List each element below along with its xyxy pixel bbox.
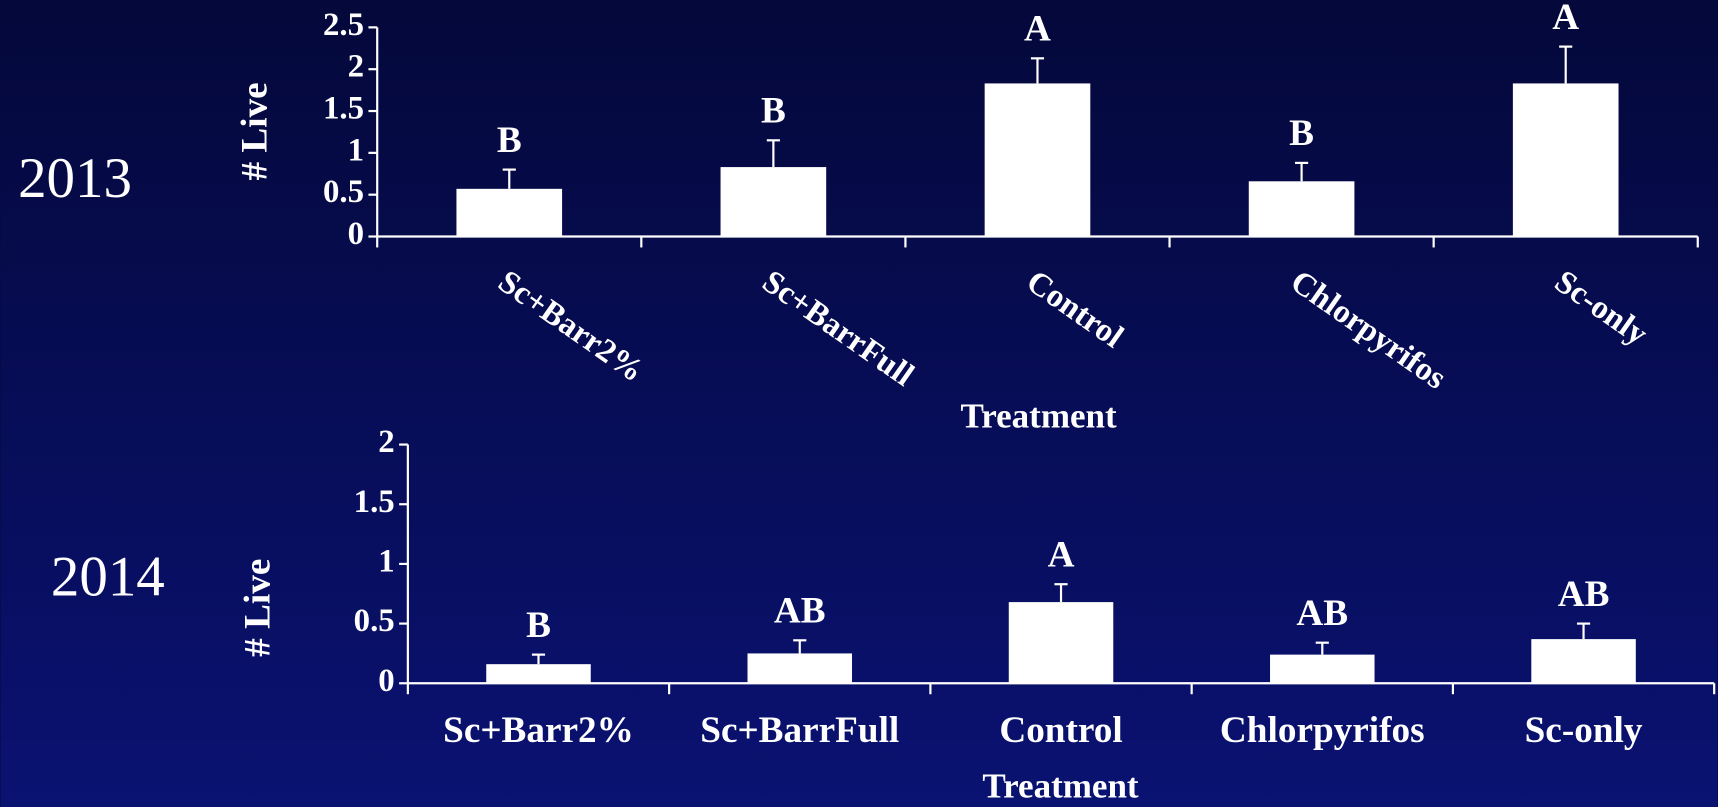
bar	[720, 167, 827, 237]
significance-letter: AB	[774, 591, 826, 632]
year-label: 2013	[18, 147, 132, 210]
y-tick-label: 1	[348, 132, 364, 168]
significance-letter: B	[526, 605, 551, 646]
x-tick-label: Chlorpyrifos	[1220, 710, 1425, 751]
significance-letter: B	[497, 120, 522, 161]
y-tick-label: 0	[348, 216, 364, 252]
significance-letter: AB	[1558, 574, 1610, 615]
x-tick-label: Sc+Barr2%	[443, 710, 634, 751]
y-tick-label: 1	[378, 543, 394, 579]
bar	[1248, 181, 1355, 237]
y-tick-label: 2	[378, 424, 394, 460]
x-axis-label: Treatment	[982, 767, 1139, 806]
x-tick-label: Control	[999, 710, 1122, 751]
bar	[1512, 83, 1619, 237]
significance-letter: A	[1552, 0, 1579, 38]
significance-letter: A	[1024, 9, 1051, 50]
significance-letter: B	[761, 91, 786, 132]
bar	[747, 653, 853, 684]
year-label: 2014	[51, 546, 165, 609]
bar	[1008, 602, 1114, 684]
y-tick-label: 2	[348, 49, 364, 85]
significance-letter: A	[1048, 534, 1075, 575]
y-tick-label: 0	[378, 663, 394, 699]
y-axis-label: # Live	[238, 559, 279, 657]
x-tick-label: Sc+BarrFull	[700, 710, 899, 751]
bar	[984, 83, 1091, 237]
bar	[1531, 639, 1636, 684]
y-tick-label: 1.5	[323, 91, 364, 127]
x-tick-label: Sc-only	[1525, 710, 1643, 751]
bar	[456, 188, 563, 237]
bar	[486, 664, 591, 684]
bar	[1270, 654, 1375, 684]
significance-letter: B	[1289, 113, 1314, 154]
y-tick-label: 2.5	[323, 7, 364, 43]
x-axis-label: Treatment	[960, 396, 1117, 435]
y-tick-label: 0.5	[323, 174, 364, 210]
y-axis-label: # Live	[234, 82, 275, 180]
y-tick-label: 0.5	[354, 603, 395, 639]
significance-letter: AB	[1296, 593, 1348, 634]
y-tick-label: 1.5	[354, 484, 395, 520]
